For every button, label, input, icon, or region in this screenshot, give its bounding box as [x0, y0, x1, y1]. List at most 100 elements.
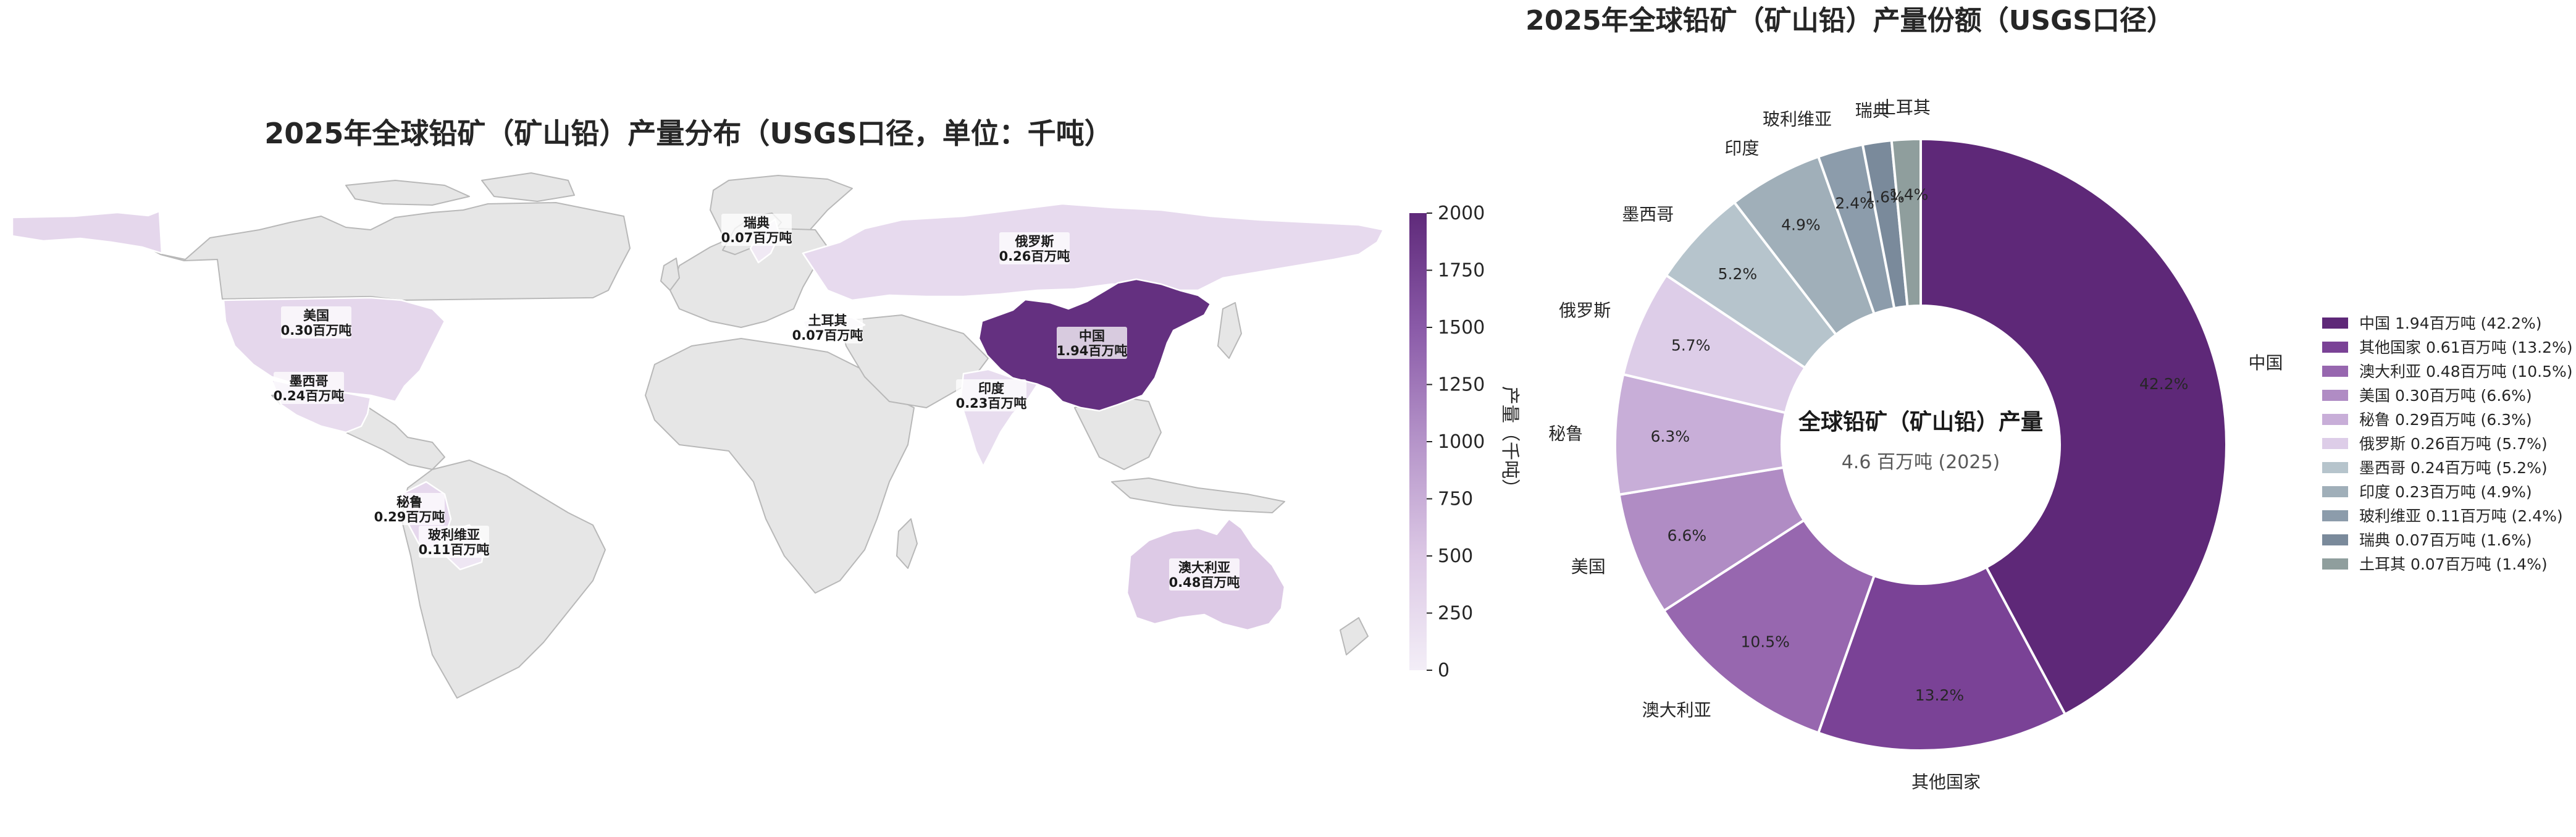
land-britain	[660, 258, 680, 291]
pie-slices	[1614, 137, 2228, 752]
map-label: 瑞典0.07百万吨	[721, 214, 792, 246]
map-label-bg	[419, 526, 489, 558]
pie-slice-percent: 1.4%	[1889, 186, 1929, 204]
map-label-bg	[792, 311, 863, 343]
land-nz	[1340, 617, 1369, 655]
map-label-value: 0.30百万吨	[281, 323, 352, 338]
pie-slice-label: 瑞典	[1855, 101, 1890, 121]
legend-item: 玻利维亚 0.11百万吨 (2.4%)	[2322, 507, 2563, 525]
pie-center-subtitle: 4.6 百万吨 (2025)	[1842, 452, 2000, 473]
map-label-country: 秘鲁	[396, 495, 422, 510]
pie-legend: 中国 1.94百万吨 (42.2%) 其他国家 0.61百万吨 (13.2%) 澳大…	[2322, 314, 2572, 573]
colorbar-gradient	[1409, 213, 1427, 670]
pie-slice-label: 墨西哥	[1622, 204, 1674, 225]
legend-item: 澳大利亚 0.48百万吨 (10.5%)	[2322, 363, 2572, 381]
colorbar-tick-label: 750	[1438, 489, 1473, 510]
legend-swatch	[2322, 366, 2348, 377]
map-label-bg	[956, 379, 1026, 411]
pie-slice	[1919, 137, 2228, 717]
map-label: 印度0.23百万吨	[956, 379, 1027, 411]
legend-item: 秘鲁 0.29百万吨 (6.3%)	[2322, 411, 2532, 429]
colorbar-tick-label: 1250	[1438, 374, 1485, 396]
legend-swatch	[2322, 558, 2348, 570]
colorbar-tick-label: 500	[1438, 545, 1473, 567]
land-africa	[645, 338, 915, 594]
pie-labels: 42.2% 中国 13.2% 其他国家 10.5% 澳大利亚 6.6% 美国 6.3% 秘鲁 5.7…	[1548, 98, 2283, 793]
pie-slice-label: 其他国家	[1911, 772, 1981, 792]
map-label: 秘鲁0.29百万吨	[374, 493, 445, 525]
pie-center-title: 全球铅矿（矿山铅）产量	[1798, 409, 2043, 435]
pie-slice-label: 美国	[1571, 557, 1606, 577]
map-label: 美国0.30百万吨	[281, 306, 352, 339]
map-label-bg	[999, 232, 1070, 264]
legend-label: 美国 0.30百万吨 (6.6%)	[2359, 387, 2532, 405]
map-label-bg	[1057, 327, 1127, 359]
legend-swatch	[2322, 342, 2348, 353]
map-label-bg	[721, 214, 792, 246]
map-label-country: 俄罗斯	[1015, 234, 1054, 249]
land-madagascar	[896, 518, 918, 569]
legend-label: 秘鲁 0.29百万吨 (6.3%)	[2359, 411, 2532, 429]
map-label-value: 0.11百万吨	[419, 542, 490, 557]
pie-slice-percent: 10.5%	[1740, 633, 1789, 650]
map-label-country: 澳大利亚	[1178, 560, 1230, 575]
pie-slice-percent: 5.7%	[1671, 336, 1711, 354]
legend-item: 土耳其 0.07百万吨 (1.4%)	[2322, 555, 2548, 573]
legend-item: 其他国家 0.61百万吨 (13.2%)	[2322, 339, 2572, 356]
map-label-value: 0.24百万吨	[274, 389, 345, 403]
legend-swatch	[2322, 534, 2348, 545]
map-label-bg	[374, 493, 445, 525]
map-label-value: 0.23百万吨	[956, 396, 1027, 411]
colorbar: 0 250 500 750 1000 1250 1500 1750 2000 产量（千吨）	[1409, 203, 1521, 681]
pie-slice-label: 玻利维亚	[1763, 109, 1832, 129]
pie-slice-label: 中国	[2249, 353, 2283, 373]
legend-item: 美国 0.30百万吨 (6.6%)	[2322, 387, 2532, 405]
legend-item: 瑞典 0.07百万吨 (1.6%)	[2322, 531, 2532, 549]
map-label-country: 玻利维亚	[428, 528, 480, 542]
pie-slice-percent: 2.4%	[1835, 194, 1874, 212]
pie-slice-percent: 13.2%	[1915, 686, 1964, 704]
pie-slice-label: 秘鲁	[1548, 423, 1583, 444]
pie-slice-percent: 6.3%	[1651, 427, 1690, 445]
land-south-america	[401, 460, 606, 699]
legend-swatch	[2322, 414, 2348, 425]
colorbar-tick-label: 0	[1438, 660, 1450, 681]
legend-label: 其他国家 0.61百万吨 (13.2%)	[2359, 339, 2572, 356]
colorbar-label: 产量（千吨）	[1499, 386, 1521, 497]
pie-slice-label: 俄罗斯	[1559, 300, 1611, 321]
pie-slice	[1816, 565, 2067, 752]
legend-swatch	[2322, 510, 2348, 521]
legend-label: 土耳其 0.07百万吨 (1.4%)	[2359, 555, 2548, 573]
pie-slice-percent: 4.9%	[1781, 216, 1821, 234]
region-alaska	[11, 210, 163, 254]
map-label-value: 1.94百万吨	[1057, 343, 1128, 358]
legend-swatch	[2322, 390, 2348, 401]
land-japan	[1217, 302, 1242, 359]
colorbar-tick-label: 1500	[1438, 317, 1485, 339]
legend-label: 澳大利亚 0.48百万吨 (10.5%)	[2359, 363, 2572, 381]
legend-item: 墨西哥 0.24百万吨 (5.2%)	[2322, 459, 2548, 477]
colorbar-tick-label: 250	[1438, 603, 1473, 625]
legend-swatch	[2322, 486, 2348, 497]
map-label-value: 0.07百万吨	[792, 328, 863, 343]
pie-title: 2025年全球铅矿（矿山铅）产量份额（USGS口径）	[1525, 5, 2174, 36]
pie-panel: 2025年全球铅矿（矿山铅）产量份额（USGS口径） 42.2% 中国 13.2% 其…	[1525, 5, 2572, 792]
colorbar-tick-label: 2000	[1438, 203, 1485, 224]
map-label-value: 0.48百万吨	[1169, 575, 1240, 590]
legend-label: 印度 0.23百万吨 (4.9%)	[2359, 483, 2532, 501]
legend-item: 印度 0.23百万吨 (4.9%)	[2322, 483, 2532, 501]
map-label-value: 0.07百万吨	[721, 230, 792, 245]
legend-item: 中国 1.94百万吨 (42.2%)	[2322, 314, 2541, 332]
map-panel: 2025年全球铅矿（矿山铅）产量分布（USGS口径，单位：千吨）	[11, 117, 1521, 699]
map-title: 2025年全球铅矿（矿山铅）产量分布（USGS口径，单位：千吨）	[264, 117, 1112, 150]
colorbar-tick-label: 1000	[1438, 431, 1485, 453]
land-middle-east	[839, 314, 989, 408]
legend-swatch	[2322, 318, 2348, 329]
map-label-country: 中国	[1079, 329, 1105, 343]
